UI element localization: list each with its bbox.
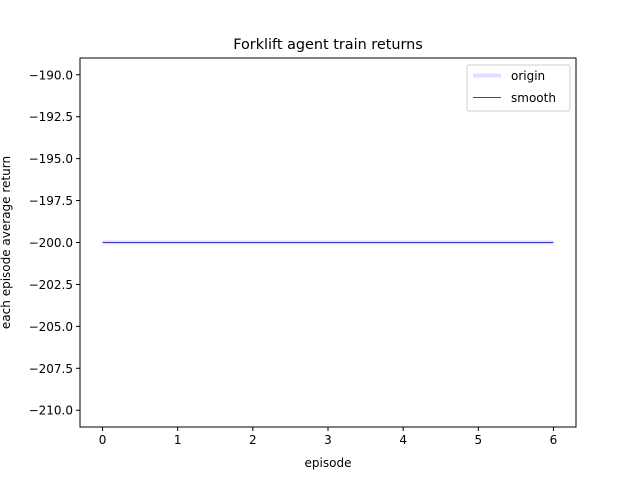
y-tick-label: −200.0: [29, 236, 73, 250]
y-tick-label: −205.0: [29, 320, 73, 334]
y-tick-label: −197.5: [29, 194, 73, 208]
x-tick-label: 4: [399, 433, 407, 447]
y-tick-label: −207.5: [29, 362, 73, 376]
y-axis-label: each episode average return: [0, 156, 13, 329]
x-tick-label: 3: [324, 433, 332, 447]
chart-title: Forklift agent train returns: [233, 37, 423, 53]
y-tick-label: −190.0: [29, 68, 73, 82]
legend-label-smooth: smooth: [511, 91, 556, 105]
x-axis-ticks: 0 1 2 3 4 5 6: [99, 427, 558, 447]
x-tick-label: 1: [174, 433, 182, 447]
y-tick-label: −210.0: [29, 404, 73, 418]
x-tick-label: 2: [249, 433, 257, 447]
y-axis-ticks: −190.0 −192.5 −195.0 −197.5 −200.0 −202.5 −205…: [29, 68, 80, 418]
legend-label-origin: origin: [511, 69, 545, 83]
y-tick-label: −192.5: [29, 110, 73, 124]
y-tick-label: −202.5: [29, 278, 73, 292]
x-axis-label: episode: [305, 456, 352, 470]
x-tick-label: 5: [474, 433, 482, 447]
y-tick-label: −195.0: [29, 152, 73, 166]
legend: origin smooth: [466, 64, 571, 112]
x-tick-label: 0: [99, 433, 107, 447]
x-tick-label: 6: [550, 433, 558, 447]
